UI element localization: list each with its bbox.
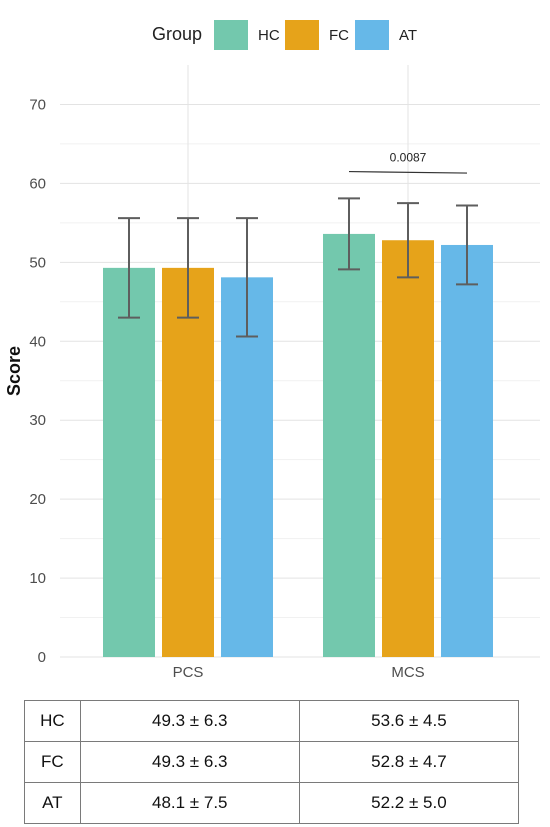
significance-bracket xyxy=(348,170,468,174)
legend-item-hc: HC xyxy=(214,20,280,50)
significance-label: 0.0087 xyxy=(390,151,427,165)
y-tick-label: 30 xyxy=(29,412,46,429)
bar-fc-pcs xyxy=(162,267,214,657)
x-tick-label: MCS xyxy=(391,664,424,681)
table-cell-mcs: 52.8 ± 4.7 xyxy=(298,741,520,783)
legend-title: Group xyxy=(152,24,203,44)
legend-label-fc: FC xyxy=(329,26,349,44)
y-tick-label: 60 xyxy=(29,175,46,192)
table-row: FC 49.3 ± 6.3 52.8 ± 4.7 xyxy=(24,741,520,783)
legend-item-fc: FC xyxy=(285,20,349,50)
bar-at-mcs xyxy=(441,244,493,657)
table-row: HC 49.3 ± 6.3 53.6 ± 4.5 xyxy=(24,700,520,742)
table-cell-mcs: 53.6 ± 4.5 xyxy=(298,700,520,742)
table-row: AT 48.1 ± 7.5 52.2 ± 5.0 xyxy=(24,782,520,824)
legend-label-at: AT xyxy=(399,26,418,44)
table-cell-pcs: 49.3 ± 6.3 xyxy=(79,700,300,742)
y-tick-label: 20 xyxy=(29,491,46,508)
legend-swatch-at xyxy=(355,20,389,50)
bar-fc-mcs xyxy=(382,240,434,657)
table-cell-group: FC xyxy=(24,741,81,783)
legend-swatch-fc xyxy=(285,20,319,50)
bar-hc-pcs xyxy=(103,267,155,657)
stats-table: HC 49.3 ± 6.3 53.6 ± 4.5 FC 49.3 ± 6.3 5… xyxy=(24,700,520,824)
y-tick-label: 10 xyxy=(29,570,46,587)
y-tick-label: 0 xyxy=(38,649,46,666)
legend-item-at: AT xyxy=(355,20,417,50)
table-cell-group: AT xyxy=(24,782,81,824)
x-tick-label: PCS xyxy=(173,664,204,681)
y-tick-label: 40 xyxy=(29,333,46,350)
table-cell-group: HC xyxy=(24,700,81,742)
y-axis-title: Score xyxy=(4,346,24,396)
legend-swatch-hc xyxy=(214,20,248,50)
y-tick-label: 70 xyxy=(29,96,46,113)
bar-chart: 0 10 20 30 40 50 60 70 PCS MCS 0.0087 Score xyxy=(4,65,540,681)
table-cell-mcs: 52.2 ± 5.0 xyxy=(298,782,520,824)
bar-hc-mcs xyxy=(323,233,375,657)
bar-at-pcs xyxy=(221,277,273,657)
table-cell-pcs: 48.1 ± 7.5 xyxy=(79,782,300,824)
y-tick-label: 50 xyxy=(29,254,46,271)
legend-label-hc: HC xyxy=(258,26,280,44)
table-cell-pcs: 49.3 ± 6.3 xyxy=(79,741,300,783)
